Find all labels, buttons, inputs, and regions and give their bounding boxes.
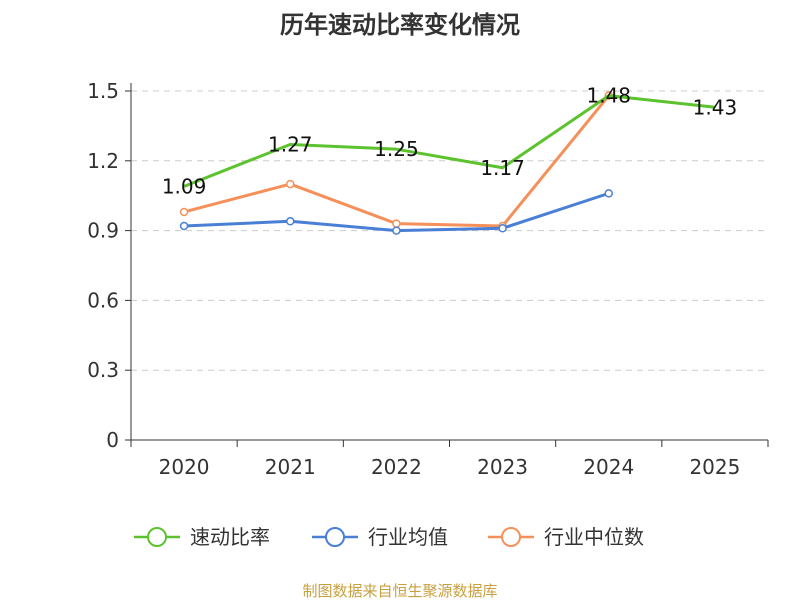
- data-point: [498, 224, 507, 233]
- x-tick-label: 2022: [371, 455, 422, 479]
- data-point: [286, 179, 295, 189]
- data-label: 1.48: [586, 84, 631, 108]
- y-tick-label: 0: [106, 428, 119, 452]
- x-tick-label: 2024: [583, 455, 634, 479]
- gridlines: [131, 90, 768, 371]
- legend-label: 行业中位数: [544, 525, 644, 549]
- data-point: [392, 226, 401, 235]
- data-label: 1.27: [268, 133, 313, 157]
- axes: 0 0.3 0.6 0.9 1.2 1.5 2020 2021 2022 2023 2024 2025: [87, 79, 769, 479]
- y-tick-label: 0.9: [87, 219, 119, 243]
- data-labels: 1.09 1.27 1.25 1.17 1.48 1.43: [162, 84, 737, 199]
- legend: 速动比率 行业均值 行业中位数: [134, 525, 644, 549]
- data-label: 1.09: [162, 174, 207, 198]
- legend-item[interactable]: 行业中位数: [488, 525, 644, 549]
- x-tick-label: 2023: [477, 455, 528, 479]
- x-tick-label: 2025: [689, 455, 740, 479]
- data-point: [179, 207, 189, 217]
- y-tick-label: 1.5: [87, 79, 119, 103]
- legend-item[interactable]: 行业均值: [312, 525, 448, 549]
- x-tick-label: 2021: [265, 455, 316, 479]
- legend-label: 速动比率: [190, 525, 270, 549]
- chart-title: 历年速动比率变化情况: [280, 11, 520, 39]
- data-point: [604, 189, 613, 198]
- data-label: 1.43: [693, 95, 738, 119]
- data-point: [179, 221, 189, 231]
- x-tick-label: 2020: [159, 455, 210, 479]
- source-note: 制图数据来自恒生聚源数据库: [302, 582, 497, 600]
- data-point: [286, 217, 295, 226]
- series-line-0: [183, 94, 716, 188]
- legend-item[interactable]: 速动比率: [134, 525, 270, 549]
- data-label: 1.25: [374, 137, 419, 161]
- series-group: [179, 91, 716, 235]
- legend-marker: [501, 527, 521, 547]
- legend-marker: [325, 527, 345, 547]
- data-label: 1.17: [480, 156, 525, 180]
- data-point: [392, 219, 401, 228]
- legend-marker: [147, 527, 167, 547]
- y-tick-label: 0.3: [87, 358, 119, 382]
- legend-label: 行业均值: [368, 525, 448, 549]
- y-tick-label: 0.6: [87, 288, 119, 312]
- y-tick-label: 1.2: [87, 149, 119, 173]
